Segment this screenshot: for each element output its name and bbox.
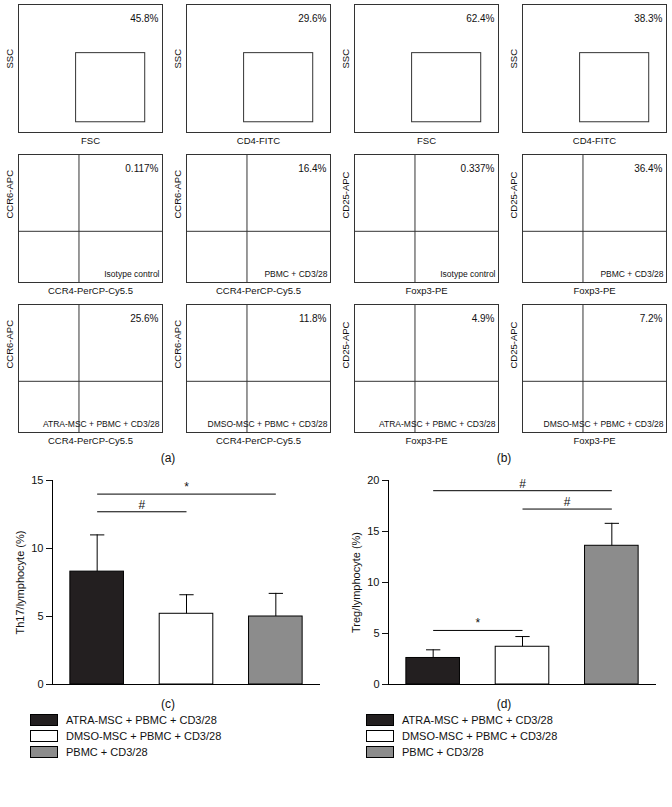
html-text:(d): (d) xyxy=(496,697,512,711)
svg-text:CCR4-PerCP-Cy5.5: CCR4-PerCP-Cy5.5 xyxy=(216,285,301,296)
svg-text:0: 0 xyxy=(373,678,379,690)
svg-text:10: 10 xyxy=(367,576,379,588)
svg-text:#: # xyxy=(564,495,571,509)
svg-text:11.8%: 11.8% xyxy=(299,313,327,324)
svg-text:#: # xyxy=(138,498,145,512)
svg-text:CCR6-APC: CCR6-APC xyxy=(172,320,183,369)
svg-text:CCR4-PerCP-Cy5.5: CCR4-PerCP-Cy5.5 xyxy=(48,435,133,446)
svg-text:Foxp3-PE: Foxp3-PE xyxy=(405,435,447,446)
html-text:PBMC + CD3/28: PBMC + CD3/28 xyxy=(66,746,148,758)
svg-text:CCR4-PerCP-Cy5.5: CCR4-PerCP-Cy5.5 xyxy=(216,435,301,446)
html-text:(b): (b) xyxy=(496,451,512,465)
html-text:DMSO-MSC + PBMC + CD3/28: DMSO-MSC + PBMC + CD3/28 xyxy=(66,730,222,742)
svg-text:0.117%: 0.117% xyxy=(125,163,158,174)
svg-text:20: 20 xyxy=(367,474,379,486)
svg-text:10: 10 xyxy=(31,542,43,554)
svg-text:Th17/lymphocyte (%): Th17/lymphocyte (%) xyxy=(14,531,26,635)
svg-text:62.4%: 62.4% xyxy=(466,13,494,24)
svg-text:CCR6-APC: CCR6-APC xyxy=(172,170,183,219)
svg-text:Isotype control: Isotype control xyxy=(104,269,159,279)
svg-text:16.4%: 16.4% xyxy=(298,163,326,174)
svg-text:29.6%: 29.6% xyxy=(298,13,326,24)
svg-text:38.3%: 38.3% xyxy=(634,13,662,24)
svg-text:Foxp3-PE: Foxp3-PE xyxy=(573,435,615,446)
svg-text:*: * xyxy=(475,616,480,630)
svg-text:0: 0 xyxy=(37,678,43,690)
svg-text:SSC: SSC xyxy=(508,49,519,69)
svg-text:15: 15 xyxy=(31,474,43,486)
svg-text:#: # xyxy=(519,477,526,491)
svg-text:PBMC + CD3/28: PBMC + CD3/28 xyxy=(264,269,327,279)
svg-text:CD4-FITC: CD4-FITC xyxy=(573,135,616,146)
svg-text:FSC: FSC xyxy=(417,135,436,146)
svg-text:DMSO-MSC + PBMC + CD3/28: DMSO-MSC + PBMC + CD3/28 xyxy=(544,419,664,429)
svg-text:CD25-APC: CD25-APC xyxy=(508,171,519,218)
svg-text:FSC: FSC xyxy=(81,135,100,146)
svg-text:Foxp3-PE: Foxp3-PE xyxy=(573,285,615,296)
svg-text:7.2%: 7.2% xyxy=(640,313,663,324)
html-text:(a): (a) xyxy=(160,451,176,465)
svg-text:CCR6-APC: CCR6-APC xyxy=(4,320,15,369)
svg-text:SSC: SSC xyxy=(4,49,15,69)
svg-text:ATRA-MSC + PBMC + CD3/28: ATRA-MSC + PBMC + CD3/28 xyxy=(379,419,496,429)
svg-text:45.8%: 45.8% xyxy=(130,13,158,24)
svg-text:15: 15 xyxy=(367,525,379,537)
svg-text:SSC: SSC xyxy=(172,49,183,69)
svg-text:PBMC + CD3/28: PBMC + CD3/28 xyxy=(600,269,663,279)
html-text:ATRA-MSC + PBMC + CD3/28: ATRA-MSC + PBMC + CD3/28 xyxy=(66,714,217,726)
svg-text:ATRA-MSC + PBMC + CD3/28: ATRA-MSC + PBMC + CD3/28 xyxy=(43,419,160,429)
svg-text:25.6%: 25.6% xyxy=(130,313,158,324)
svg-text:5: 5 xyxy=(373,627,379,639)
svg-text:4.9%: 4.9% xyxy=(472,313,495,324)
svg-text:0.337%: 0.337% xyxy=(461,163,495,174)
svg-text:CD4-FITC: CD4-FITC xyxy=(237,135,280,146)
svg-text:CCR6-APC: CCR6-APC xyxy=(4,170,15,219)
svg-text:CD25-APC: CD25-APC xyxy=(508,321,519,368)
svg-text:Foxp3-PE: Foxp3-PE xyxy=(405,285,447,296)
svg-text:CD25-APC: CD25-APC xyxy=(340,321,351,368)
html-text:PBMC + CD3/28: PBMC + CD3/28 xyxy=(402,746,484,758)
svg-text:5: 5 xyxy=(37,610,43,622)
html-text:ATRA-MSC + PBMC + CD3/28: ATRA-MSC + PBMC + CD3/28 xyxy=(402,714,553,726)
svg-text:*: * xyxy=(184,480,189,494)
svg-text:Isotype control: Isotype control xyxy=(440,269,495,279)
svg-text:36.4%: 36.4% xyxy=(634,163,662,174)
html-text:(c): (c) xyxy=(161,697,175,711)
svg-text:CD25-APC: CD25-APC xyxy=(340,171,351,218)
svg-text:DMSO-MSC + PBMC + CD3/28: DMSO-MSC + PBMC + CD3/28 xyxy=(208,419,328,429)
svg-text:SSC: SSC xyxy=(340,49,351,69)
svg-text:Treg/lymphocyte (%): Treg/lymphocyte (%) xyxy=(350,532,362,633)
html-text:DMSO-MSC + PBMC + CD3/28: DMSO-MSC + PBMC + CD3/28 xyxy=(402,730,558,742)
svg-text:CCR4-PerCP-Cy5.5: CCR4-PerCP-Cy5.5 xyxy=(48,285,133,296)
